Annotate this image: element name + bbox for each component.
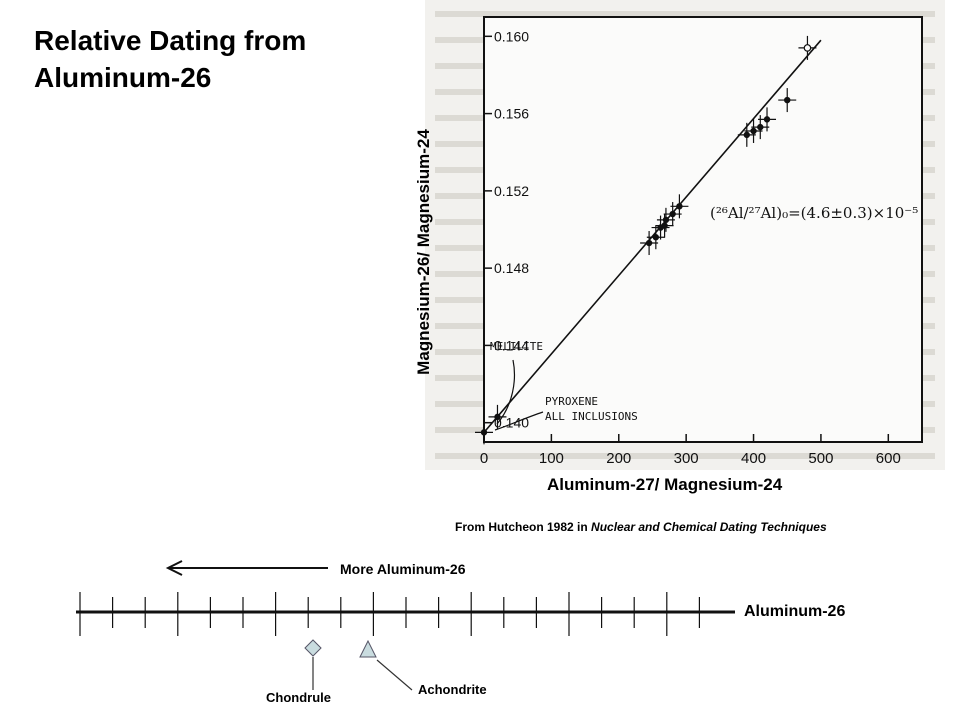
point-marker <box>743 131 750 139</box>
annotation-pyroxene: PYROXENE <box>545 395 598 408</box>
data-point <box>737 122 756 147</box>
data-point <box>640 231 659 256</box>
point-marker <box>645 239 653 247</box>
data-point <box>744 118 763 143</box>
point-marker <box>480 429 488 436</box>
point-marker <box>662 216 670 224</box>
data-point <box>475 420 493 445</box>
x-axis-label: Aluminum-27/ Magnesium-24 <box>547 475 783 494</box>
achondrite-leader <box>376 659 413 691</box>
x-tick-label: 600 <box>876 450 901 467</box>
point-marker <box>803 44 812 52</box>
point-marker <box>757 123 764 131</box>
y-tick-label: 0.160 <box>494 28 529 44</box>
annotation-all-inclusions: ALL INCLUSIONS <box>545 410 638 423</box>
page-title: Relative Dating from Aluminum-26 <box>34 22 306 96</box>
x-tick-label: 0 <box>480 450 488 467</box>
source-title: Nuclear and Chemical Dating Techniques <box>591 520 827 534</box>
isochron-fit-line <box>483 39 822 433</box>
title-line-1: Relative Dating from <box>34 25 307 56</box>
arrow-left-icon <box>165 560 183 576</box>
scale-ticks <box>79 592 701 636</box>
x-tick-label: 100 <box>539 450 564 467</box>
plot-frame <box>483 16 923 443</box>
data-point <box>798 35 817 60</box>
point-marker <box>750 127 757 135</box>
point-marker <box>784 96 791 104</box>
data-point <box>751 115 770 140</box>
more-aluminum-26-label: More Aluminum-26 <box>340 561 466 577</box>
x-tick-label: 400 <box>741 450 766 467</box>
pyroxene-pointer <box>494 411 544 431</box>
x-tick-label: 200 <box>606 450 631 467</box>
aluminum-26-axis-label: Aluminum-26 <box>744 603 846 620</box>
data-point <box>646 225 665 250</box>
y-tick-label: 0.148 <box>494 260 529 276</box>
title-line-2: Aluminum-26 <box>34 62 212 93</box>
point-marker <box>494 413 501 421</box>
isochron-equation: (²⁶Al/²⁷Al)₀=(4.6±0.3)×10⁻⁵ <box>710 204 918 222</box>
data-points <box>475 35 817 445</box>
data-point <box>488 404 507 429</box>
y-tick-label: 0.152 <box>494 183 529 199</box>
achondrite-label: Achondrite <box>418 682 487 697</box>
data-point <box>778 88 797 113</box>
data-point <box>758 107 777 132</box>
y-tick-label: 0.156 <box>494 106 529 122</box>
y-tick-label: 0.144 <box>494 337 529 353</box>
point-marker <box>669 210 676 218</box>
relative-scale-diagram <box>76 560 735 691</box>
source-prefix: From Hutcheon 1982 in <box>455 520 592 534</box>
annotation-melilite: MELILITE <box>490 340 543 353</box>
chondrule-label: Chondrule <box>266 690 331 705</box>
x-tick-label: 300 <box>674 450 699 467</box>
point-marker <box>676 203 683 210</box>
source-citation: From Hutcheon 1982 in Nuclear and Chemic… <box>455 520 827 534</box>
y-axis-label: Magnesium-26/ Magnesium-24 <box>414 129 433 375</box>
achondrite-triangle-marker <box>359 639 377 658</box>
melilite-pointer <box>496 359 516 425</box>
x-tick-label: 500 <box>808 450 833 467</box>
data-point <box>656 207 675 232</box>
chondrule-diamond-marker <box>304 639 322 657</box>
data-point <box>670 194 689 219</box>
point-marker <box>763 116 771 123</box>
mineral-annotations: MELILITE PYROXENE ALL INCLUSIONS (²⁶Al/²… <box>490 204 918 431</box>
point-marker <box>652 234 660 241</box>
